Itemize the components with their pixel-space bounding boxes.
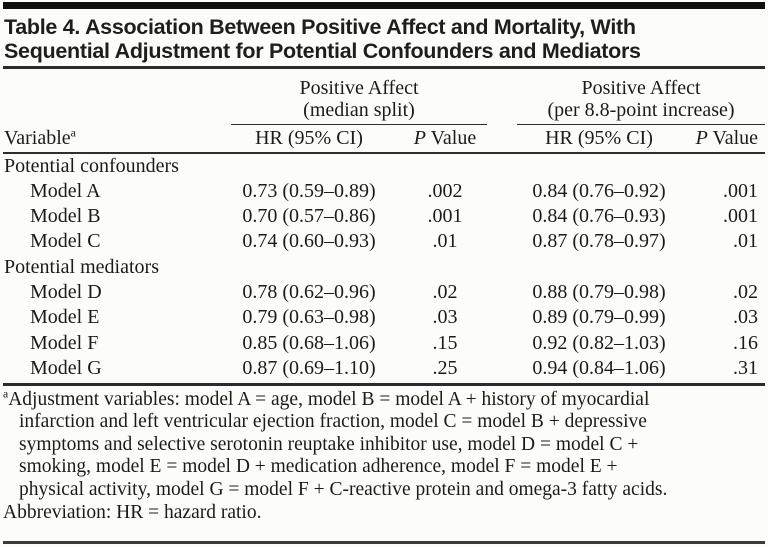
spacer-cell <box>487 74 517 125</box>
table-row: Model F 0.85 (0.68–1.06) .15 0.92 (0.82–… <box>3 331 765 356</box>
hr-ci-value: 0.87 (0.78–0.97) <box>532 230 666 253</box>
bottom-border-rule <box>3 541 765 544</box>
p-value: .01 <box>432 230 458 253</box>
table-row: Model G 0.87 (0.69–1.10) .25 0.94 (0.84–… <box>3 356 765 381</box>
footnote: aAdjustment variables: model A = age, mo… <box>3 387 765 525</box>
hr-ci-value: 0.87 (0.69–1.10) <box>242 356 376 379</box>
spacer-cell <box>487 179 517 204</box>
spacer-cell <box>487 204 517 229</box>
footnote-line: symptoms and selective serotonin reuptak… <box>19 433 639 455</box>
footnote-marker: a <box>3 387 9 401</box>
spacer-cell <box>487 229 517 254</box>
hr-ci-column-header: HR (95% CI) <box>231 124 387 154</box>
group1-subtitle: (median split) <box>303 98 415 121</box>
footnote-line: infarction and left ventricular ejection… <box>19 411 647 433</box>
title-divider-rule <box>3 66 765 69</box>
hr-ci-value: 0.84 (0.76–0.92) <box>532 179 666 202</box>
model-label: Model G <box>30 356 102 379</box>
model-label: Model F <box>30 331 99 354</box>
table-row: Model A 0.73 (0.59–0.89) .002 0.84 (0.76… <box>3 179 765 204</box>
spacer-cell <box>487 331 517 356</box>
p-value-column-header: P Value <box>387 124 487 154</box>
p-value: .03 <box>733 306 759 329</box>
footnote-line: physical activity, model G = model F + C… <box>19 479 668 501</box>
variable-column-header: Variablea <box>3 124 231 154</box>
model-label: Model B <box>30 205 101 228</box>
section-label: Potential confounders <box>4 154 179 177</box>
abbreviation-note: Abbreviation: HR = hazard ratio. <box>3 501 262 523</box>
footnote-line: smoking, model E = model D + medication … <box>19 456 618 478</box>
spacer-cell <box>487 356 517 381</box>
p-value: .31 <box>733 356 759 379</box>
table-title-line-1: Table 4. Association Between Positive Af… <box>4 15 636 39</box>
col-group-per-8point8-increase: Positive Affect (per 8.8-point increase) <box>517 73 766 125</box>
hr-ci-value: 0.74 (0.60–0.93) <box>242 230 376 253</box>
p-value: .02 <box>733 280 759 303</box>
top-border-bar <box>3 2 765 9</box>
hr-ci-value: 0.85 (0.68–1.06) <box>242 331 376 354</box>
group2-title: Positive Affect <box>581 76 701 99</box>
section-header-row: Potential mediators <box>3 255 765 280</box>
hr-ci-value: 0.88 (0.79–0.98) <box>532 280 666 303</box>
table-title: Table 4. Association Between Positive Af… <box>4 15 765 63</box>
table-title-line-2: Sequential Adjustment for Potential Conf… <box>4 39 641 63</box>
footnote-divider-rule <box>3 383 765 386</box>
column-group-header-row: Positive Affect (median split) Positive … <box>3 73 766 125</box>
model-label: Model A <box>30 179 101 202</box>
hr-ci-value: 0.79 (0.63–0.98) <box>242 306 376 329</box>
p-value: .001 <box>723 205 759 228</box>
group2-subtitle: (per 8.8-point increase) <box>547 98 735 121</box>
model-label: Model E <box>30 306 100 329</box>
hr-ci-value: 0.70 (0.57–0.86) <box>242 205 376 228</box>
p-value: .15 <box>432 331 458 354</box>
column-header-row: Variablea HR (95% CI) P Value HR (95% CI… <box>3 124 766 154</box>
p-value: .25 <box>432 356 458 379</box>
p-value: .001 <box>723 179 759 202</box>
mortality-association-table: Positive Affect (median split) Positive … <box>3 73 766 382</box>
col-group-median-split: Positive Affect (median split) <box>231 73 487 125</box>
hr-ci-value: 0.78 (0.62–0.96) <box>242 280 376 303</box>
section-header-row: Potential confounders <box>3 153 765 179</box>
p-value: .03 <box>432 306 458 329</box>
p-value: .16 <box>733 331 759 354</box>
table-row: Model D 0.78 (0.62–0.96) .02 0.88 (0.79–… <box>3 280 765 305</box>
variable-footnote-marker: a <box>70 124 76 139</box>
section-label: Potential mediators <box>4 255 159 278</box>
p-value-column-header: P Value <box>681 124 766 154</box>
hr-ci-value: 0.84 (0.76–0.93) <box>532 205 666 228</box>
model-label: Model D <box>30 280 102 303</box>
spacer-cell <box>3 74 231 125</box>
p-value: .001 <box>427 205 463 228</box>
p-value: .01 <box>733 230 759 253</box>
spacer-cell <box>487 280 517 305</box>
hr-ci-value: 0.73 (0.59–0.89) <box>242 179 376 202</box>
model-label: Model C <box>30 230 101 253</box>
hr-ci-value: 0.92 (0.82–1.03) <box>532 331 666 354</box>
p-value: .002 <box>427 179 463 202</box>
spacer-cell <box>487 305 517 330</box>
footnote-line: aAdjustment variables: model A = age, mo… <box>3 387 650 410</box>
hr-ci-value: 0.94 (0.84–1.06) <box>532 356 666 379</box>
table-row: Model E 0.79 (0.63–0.98) .03 0.89 (0.79–… <box>3 305 765 330</box>
p-value: .02 <box>432 280 458 303</box>
hr-ci-column-header: HR (95% CI) <box>517 124 681 154</box>
group1-title: Positive Affect <box>299 76 419 99</box>
hr-ci-value: 0.89 (0.79–0.99) <box>532 306 666 329</box>
table-row: Model C 0.74 (0.60–0.93) .01 0.87 (0.78–… <box>3 229 765 254</box>
spacer-cell <box>487 124 517 154</box>
table-row: Model B 0.70 (0.57–0.86) .001 0.84 (0.76… <box>3 204 765 229</box>
